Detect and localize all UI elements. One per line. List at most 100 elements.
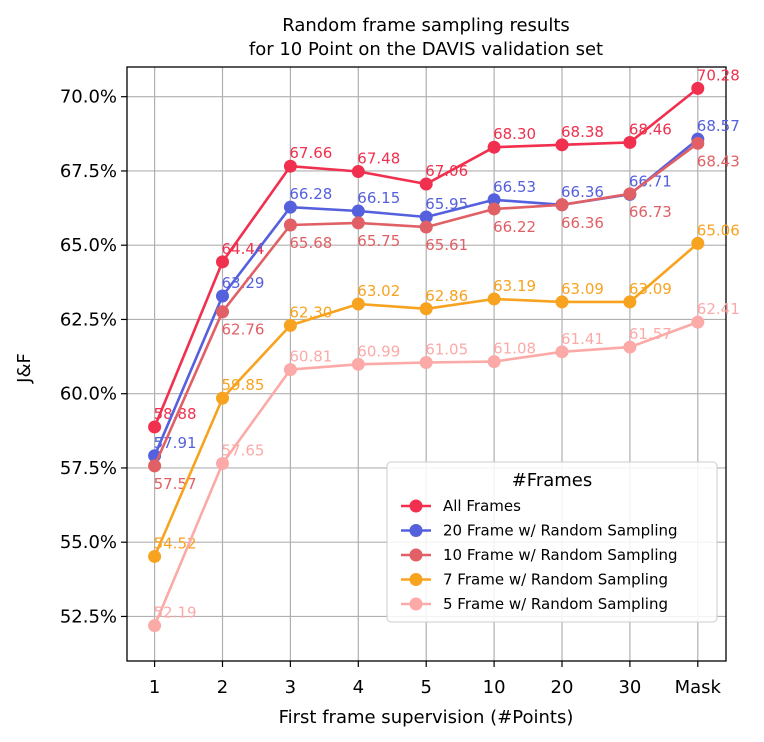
data-point [148, 619, 162, 633]
data-label: 67.06 [425, 162, 468, 180]
data-label: 60.99 [357, 342, 400, 360]
legend-item: 7 Frame w/ Random Sampling [401, 571, 668, 589]
data-point [555, 345, 569, 359]
legend-label: All Frames [443, 497, 521, 515]
data-label: 61.05 [425, 341, 468, 359]
legend-swatch-marker [409, 524, 423, 537]
data-label: 68.38 [561, 123, 604, 141]
data-label: 59.85 [222, 376, 265, 394]
data-label: 62.41 [697, 300, 740, 318]
data-label: 62.76 [222, 321, 265, 339]
data-point [691, 136, 705, 150]
legend-item: 10 Frame w/ Random Sampling [401, 546, 678, 564]
data-label: 63.29 [222, 274, 265, 292]
data-label: 66.15 [357, 189, 400, 207]
legend-label: 7 Frame w/ Random Sampling [443, 571, 668, 589]
data-label: 68.46 [629, 120, 672, 138]
data-point [283, 200, 297, 214]
x-tick-label: 5 [420, 677, 431, 698]
data-label: 63.09 [629, 280, 672, 298]
data-point [691, 81, 705, 95]
data-label: 61.57 [629, 325, 672, 343]
data-point [419, 220, 433, 234]
data-point [487, 193, 501, 207]
x-tick-label: 2 [217, 677, 228, 698]
data-point [555, 198, 569, 212]
legend-label: 5 Frame w/ Random Sampling [443, 595, 668, 613]
data-point [216, 255, 229, 269]
data-point [216, 456, 229, 470]
data-point [691, 315, 705, 329]
data-point [623, 187, 637, 201]
data-label: 66.22 [493, 218, 536, 236]
data-point [216, 391, 229, 405]
data-label: 63.09 [561, 280, 604, 298]
data-point [351, 357, 365, 371]
series-5: 52.19 57.65 60.81 60.99 61.05 61.08 61.41 61.57… [148, 300, 740, 633]
data-point [623, 135, 637, 149]
data-label: 65.68 [289, 234, 332, 252]
legend-label: 20 Frame w/ Random Sampling [443, 522, 678, 540]
data-label: 66.36 [561, 183, 604, 201]
data-label: 65.06 [697, 221, 740, 239]
data-point [283, 363, 297, 377]
legend-label: 10 Frame w/ Random Sampling [443, 546, 678, 564]
data-label: 66.71 [629, 172, 672, 190]
legend-item: 20 Frame w/ Random Sampling [401, 522, 678, 540]
data-point [419, 177, 433, 191]
data-point [623, 340, 637, 354]
chart-title-line-2: for 10 Point on the DAVIS validation set [249, 39, 603, 60]
data-label: 67.48 [357, 150, 400, 168]
legend-title: #Frames [512, 470, 593, 491]
data-point [487, 202, 501, 216]
data-point [283, 159, 297, 173]
data-label: 57.91 [154, 434, 197, 452]
data-label: 67.66 [289, 144, 332, 162]
data-point [351, 216, 365, 230]
data-label: 63.19 [493, 277, 536, 295]
data-point [148, 549, 162, 563]
data-point [487, 140, 501, 154]
data-label: 68.30 [493, 125, 536, 143]
legend-item: All Frames [401, 497, 521, 515]
data-label: 68.57 [697, 117, 740, 135]
data-label: 66.36 [561, 214, 604, 232]
legend-swatch-marker [409, 548, 423, 562]
data-point [216, 305, 229, 319]
data-label: 61.08 [493, 340, 536, 358]
data-label: 58.88 [154, 405, 197, 423]
y-axis-label: J&F [14, 353, 35, 384]
data-point [351, 204, 365, 218]
x-axis-label: First frame supervision (#Points) [279, 707, 574, 728]
y-tick-label: 62.5% [60, 309, 117, 330]
data-label: 57.57 [154, 475, 197, 493]
data-label: 62.30 [289, 303, 332, 321]
data-label: 70.28 [697, 66, 740, 84]
y-tick-label: 70.0% [60, 87, 117, 108]
data-label: 66.53 [493, 178, 536, 196]
y-tick-label: 52.5% [60, 606, 117, 627]
data-point [351, 297, 365, 311]
x-tick-label: 10 [483, 677, 506, 698]
data-label: 60.81 [289, 348, 332, 366]
x-tick-label: Mask [675, 677, 722, 698]
data-label: 65.61 [425, 236, 468, 254]
data-point [555, 138, 569, 152]
data-label: 66.28 [289, 185, 332, 203]
data-label: 65.95 [425, 195, 468, 213]
data-point [419, 356, 433, 370]
data-point [487, 292, 501, 306]
x-tick-label: 1 [149, 677, 160, 698]
legend-swatch-marker [409, 499, 423, 513]
y-tick-label: 57.5% [60, 458, 117, 479]
legend-box [386, 461, 718, 623]
data-label: 52.19 [154, 604, 197, 622]
data-point [623, 295, 637, 309]
chart-title-line-1: Random frame sampling results [282, 15, 570, 36]
data-label: 68.43 [697, 152, 740, 170]
series-3: 57.57 62.76 65.68 65.75 65.61 66.22 66.36 66.73… [148, 136, 740, 493]
